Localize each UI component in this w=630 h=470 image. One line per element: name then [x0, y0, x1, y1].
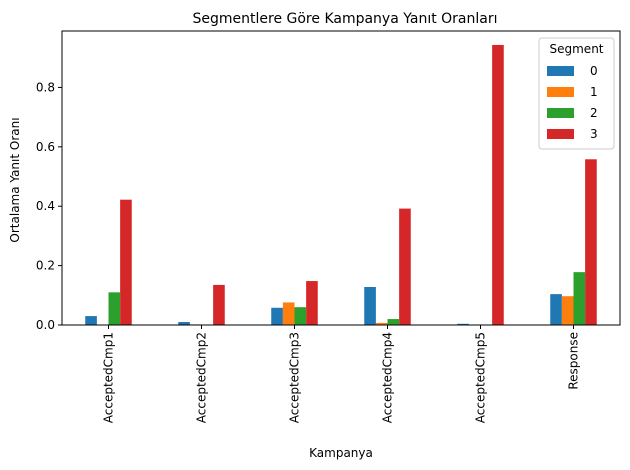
bar-segment-1-AcceptedCmp3 [282, 302, 295, 325]
plot-frame [61, 30, 621, 326]
x-tick-label-AcceptedCmp2: AcceptedCmp2 [195, 332, 209, 423]
bar-segment-0-AcceptedCmp1 [85, 316, 97, 325]
x-tick-label-Response: Response [567, 332, 581, 390]
legend-label-0: 0 [590, 64, 598, 78]
bar-segment-3-Response [585, 159, 597, 325]
x-tick-label-AcceptedCmp4: AcceptedCmp4 [381, 332, 395, 423]
x-axis-label: Kampanya [309, 446, 373, 460]
y-tick-label: 0.8 [36, 80, 55, 94]
x-tick-label-AcceptedCmp1: AcceptedCmp1 [102, 332, 116, 423]
bar-segment-3-AcceptedCmp2 [213, 284, 225, 325]
bar-segment-2-AcceptedCmp3 [294, 307, 307, 325]
bar-segment-0-AcceptedCmp5 [457, 323, 469, 325]
legend: Segment 0 1 2 3 [538, 37, 615, 150]
y-axis-label: Ortalama Yanıt Oranı [8, 117, 22, 242]
chart-title: Segmentlere Göre Kampanya Yanıt Oranları [193, 11, 498, 27]
bar-segment-3-AcceptedCmp3 [306, 281, 318, 325]
bar-segment-2-AcceptedCmp1 [108, 292, 121, 325]
bar-segment-2-Response [573, 272, 586, 325]
bar-segment-0-AcceptedCmp2 [178, 322, 190, 325]
bar-segment-3-AcceptedCmp5 [492, 44, 504, 326]
bar-segment-1-AcceptedCmp4 [375, 322, 388, 325]
legend-swatch-0 [547, 66, 574, 76]
y-tick-label: 0.6 [36, 140, 55, 154]
y-tick-label: 0.0 [36, 318, 55, 332]
legend-box [538, 37, 615, 150]
legend-items: 0 1 2 3 [547, 64, 598, 141]
legend-swatch-3 [547, 129, 574, 139]
y-tick-label: 0.4 [36, 199, 55, 213]
y-tick-label: 0.2 [36, 259, 55, 273]
bar-segment-0-AcceptedCmp3 [271, 307, 283, 325]
legend-swatch-1 [547, 87, 574, 97]
legend-label-2: 2 [590, 106, 598, 120]
bars [85, 44, 597, 326]
legend-label-3: 3 [590, 127, 598, 141]
legend-label-1: 1 [590, 85, 598, 99]
x-tick-label-AcceptedCmp3: AcceptedCmp3 [288, 332, 302, 423]
legend-title: Segment [550, 42, 604, 56]
y-ticks: 0.0 0.2 0.4 0.6 0.8 [36, 80, 62, 332]
bar-segment-1-Response [561, 296, 574, 325]
bar-segment-3-AcceptedCmp4 [399, 208, 411, 325]
bar-segment-0-AcceptedCmp4 [364, 286, 376, 325]
x-tick-label-AcceptedCmp5: AcceptedCmp5 [474, 332, 488, 423]
x-ticks: AcceptedCmp1 AcceptedCmp2 AcceptedCmp3 Acce… [102, 325, 581, 423]
bar-segment-2-AcceptedCmp4 [387, 319, 400, 325]
bar-segment-3-AcceptedCmp1 [120, 199, 132, 325]
bar-segment-0-Response [550, 294, 562, 325]
legend-swatch-2 [547, 108, 574, 118]
